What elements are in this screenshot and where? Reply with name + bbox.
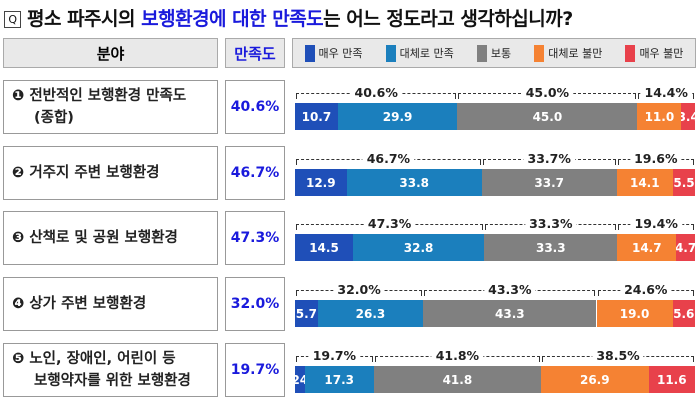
group-label: 24.6% bbox=[620, 283, 672, 297]
satisfaction-value: 40.6% bbox=[225, 80, 285, 134]
bar-segment: 29.9 bbox=[337, 103, 458, 130]
bar-segment: 11.0 bbox=[637, 103, 682, 130]
category-label: ❶ 전반적인 보행환경 만족도 (종합) bbox=[3, 80, 218, 134]
satisfaction-value: 19.7% bbox=[225, 343, 285, 397]
group-label: 45.0% bbox=[521, 86, 574, 100]
bar-segment: 26.9 bbox=[541, 366, 649, 393]
bar-segment: 33.3 bbox=[484, 234, 618, 261]
q-icon: Q bbox=[4, 11, 21, 28]
bar-segment: 32.8 bbox=[353, 234, 485, 261]
group-label: 33.7% bbox=[523, 152, 575, 166]
group-label: 19.4% bbox=[630, 217, 682, 231]
category-label: ❸ 산책로 및 공원 보행환경 bbox=[3, 211, 218, 265]
bar-segment: 26.3 bbox=[317, 300, 424, 327]
group-label: 19.7% bbox=[308, 349, 361, 363]
bar-segment: 17.3 bbox=[304, 366, 374, 393]
legend-swatch bbox=[385, 44, 396, 62]
category-label: ❺ 노인, 장애인, 어린이 등 보행약자를 위한 보행환경 bbox=[3, 343, 218, 397]
group-label: 41.8% bbox=[431, 349, 484, 363]
legend: 매우 만족 대체로 만족 보통 대체로 불만 매우 불만 bbox=[292, 38, 696, 68]
header-category: 분야 bbox=[3, 38, 218, 68]
group-label: 33.3% bbox=[525, 217, 577, 231]
legend-swatch bbox=[304, 44, 315, 62]
legend-item: 대체로 만족 bbox=[385, 44, 454, 62]
bar-segment: 4.7 bbox=[676, 234, 695, 261]
group-label: 32.0% bbox=[333, 283, 385, 297]
legend-swatch bbox=[625, 44, 636, 62]
legend-item: 매우 불만 bbox=[625, 44, 683, 62]
bar-segment: 11.6 bbox=[648, 366, 695, 393]
legend-item: 보통 bbox=[476, 44, 511, 62]
satisfaction-value: 46.7% bbox=[225, 146, 285, 200]
bar-segment: 10.7 bbox=[295, 103, 338, 130]
bar-segment: 14.7 bbox=[617, 234, 677, 261]
bar-segment: 5.7 bbox=[295, 300, 318, 327]
category-label: ❷ 거주지 주변 보행환경 bbox=[3, 146, 218, 200]
group-label: 19.6% bbox=[630, 152, 682, 166]
legend-item: 대체로 불만 bbox=[534, 44, 602, 62]
satisfaction-value: 47.3% bbox=[225, 211, 285, 265]
bar-segment: 24 bbox=[295, 366, 305, 393]
bar-segment: 3.4 bbox=[681, 103, 695, 130]
group-label: 47.3% bbox=[363, 217, 416, 231]
group-label: 40.6% bbox=[350, 86, 402, 100]
bar-segment: 45.0 bbox=[457, 103, 638, 130]
bar-segment: 43.3 bbox=[423, 300, 597, 327]
group-label: 14.4% bbox=[640, 86, 692, 100]
group-label: 38.5% bbox=[592, 349, 644, 363]
bar-segment: 14.1 bbox=[616, 169, 673, 196]
group-label: 43.3% bbox=[484, 283, 536, 297]
bar-segment: 19.0 bbox=[596, 300, 673, 327]
bar-segment: 5.6 bbox=[672, 300, 695, 327]
bar-segment: 33.8 bbox=[346, 169, 482, 196]
bar-segment: 14.5 bbox=[295, 234, 353, 261]
satisfaction-value: 32.0% bbox=[225, 277, 285, 331]
legend-item: 매우 만족 bbox=[304, 44, 363, 62]
header-satisfaction: 만족도 bbox=[225, 38, 285, 68]
question-title: Q 평소 파주시의 보행환경에 대한 만족도는 어느 정도라고 생각하십니까? bbox=[4, 4, 573, 31]
bar-segment: 12.9 bbox=[295, 169, 347, 196]
category-label: ❹ 상가 주변 보행환경 bbox=[3, 277, 218, 331]
bar-segment: 33.7 bbox=[481, 169, 617, 196]
group-label: 46.7% bbox=[362, 152, 415, 166]
bar-segment: 41.8 bbox=[373, 366, 541, 393]
legend-swatch bbox=[534, 44, 545, 62]
legend-swatch bbox=[476, 44, 487, 62]
bar-segment: 5.5 bbox=[673, 169, 695, 196]
